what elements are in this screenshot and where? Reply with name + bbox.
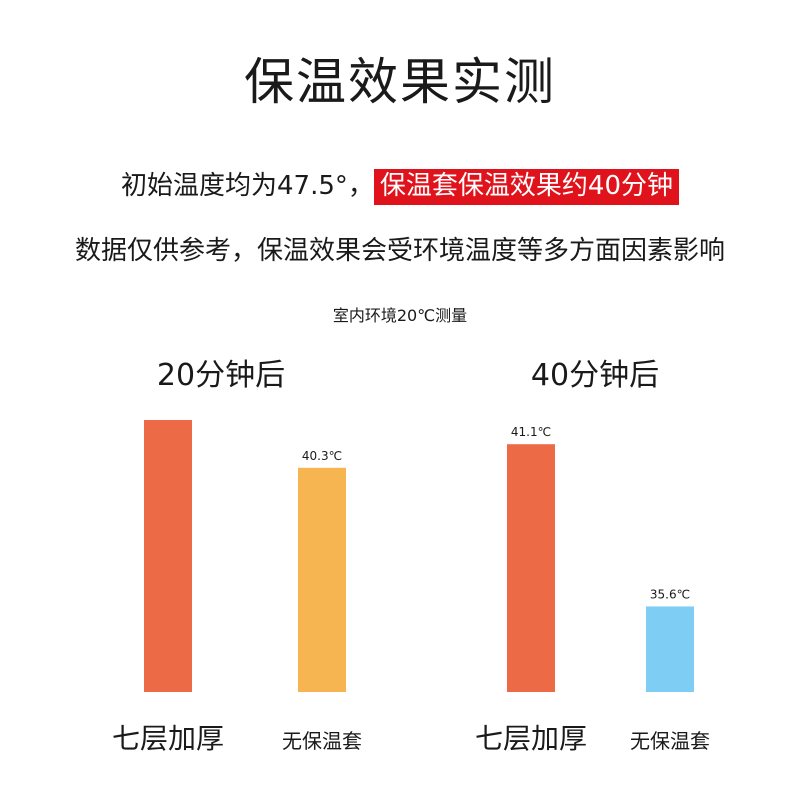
bar-1-1	[144, 420, 192, 692]
category-label-1-1: 七层加厚	[112, 722, 224, 755]
page-title: 保温效果实测	[244, 53, 556, 111]
initial-temp-text: 初始温度均为47.5°，	[121, 171, 374, 201]
value-label-2-1: 41.1℃	[511, 425, 551, 439]
bar-2-1	[507, 444, 555, 692]
chart-2-title: 40分钟后	[530, 358, 660, 393]
category-label-2-1: 七层加厚	[475, 722, 587, 755]
value-label-1-2: 40.3℃	[302, 449, 342, 463]
category-label-1-2: 无保温套	[282, 729, 362, 753]
category-label-2-2: 无保温套	[630, 729, 710, 753]
disclaimer-text: 数据仅供参考，保温效果会受环境温度等多方面因素影响	[74, 236, 725, 266]
highlight-badge: 保温套保温效果约40分钟	[373, 169, 679, 205]
chart-1-title: 20分钟后	[156, 358, 286, 393]
environment-note: 室内环境20℃测量	[332, 306, 468, 325]
bar-2-2	[646, 606, 694, 692]
initial-temp-line: 初始温度均为47.5°， 保温套保温效果约40分钟	[0, 165, 800, 205]
bar-1-2	[298, 467, 346, 692]
value-label-2-2: 35.6℃	[650, 587, 690, 601]
